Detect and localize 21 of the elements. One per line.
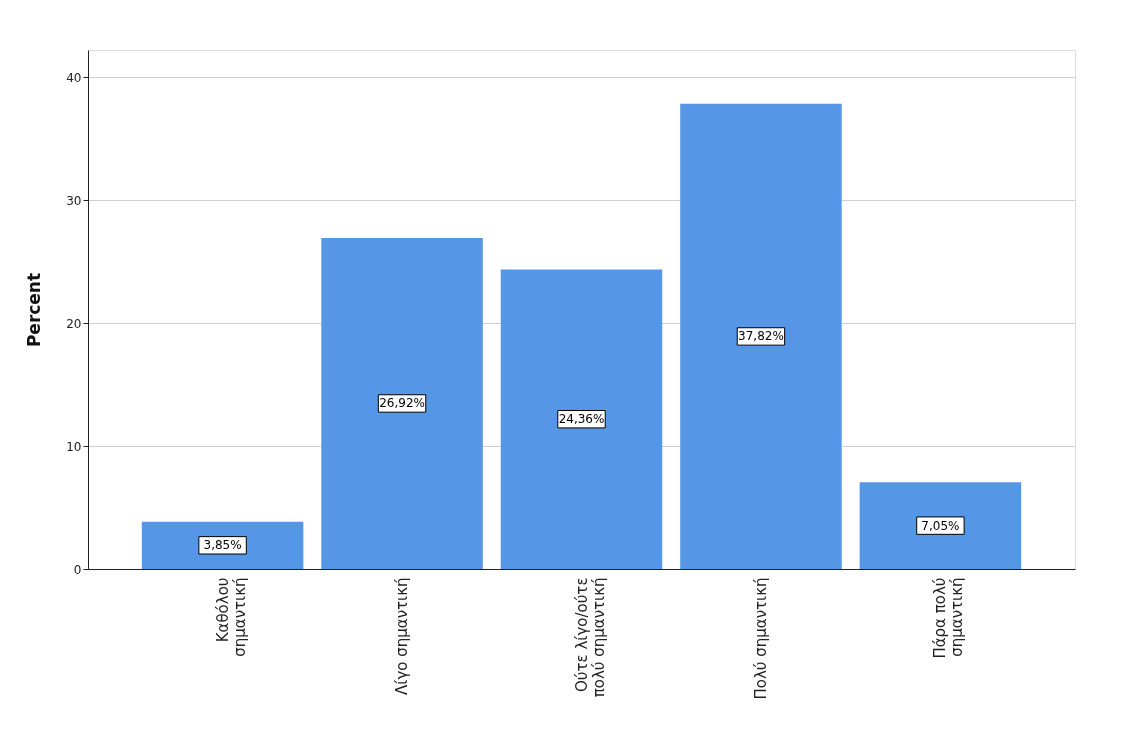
y-tick-label: 10: [66, 439, 82, 454]
x-tick-label: Καθόλου σημαντική: [213, 577, 249, 657]
x-tick-label: Πάρα πολύ σημαντική: [931, 577, 967, 659]
data-label: 3,85%: [203, 538, 242, 553]
x-tick-label: Ούτε λίγο/ούτε πολύ σημαντική: [572, 577, 608, 698]
y-tick-label: 20: [66, 316, 82, 331]
bar: [680, 103, 842, 569]
bar: [859, 482, 1022, 569]
y-axis-title: Percent: [24, 272, 45, 348]
data-label: 26,92%: [379, 396, 425, 411]
data-label: 24,36%: [558, 412, 605, 427]
x-tick-label: Λίγο σημαντική: [393, 577, 412, 695]
x-tick-label: Πολύ σημαντική: [751, 577, 770, 700]
bar: [141, 521, 304, 569]
bar: [321, 237, 483, 569]
y-tick-label: 0: [73, 562, 82, 577]
data-label: 7,05%: [921, 518, 960, 533]
data-label: 37,82%: [738, 329, 784, 344]
bar: [500, 269, 663, 569]
y-tick-label: 40: [66, 70, 82, 85]
y-tick-label: 30: [66, 193, 82, 208]
